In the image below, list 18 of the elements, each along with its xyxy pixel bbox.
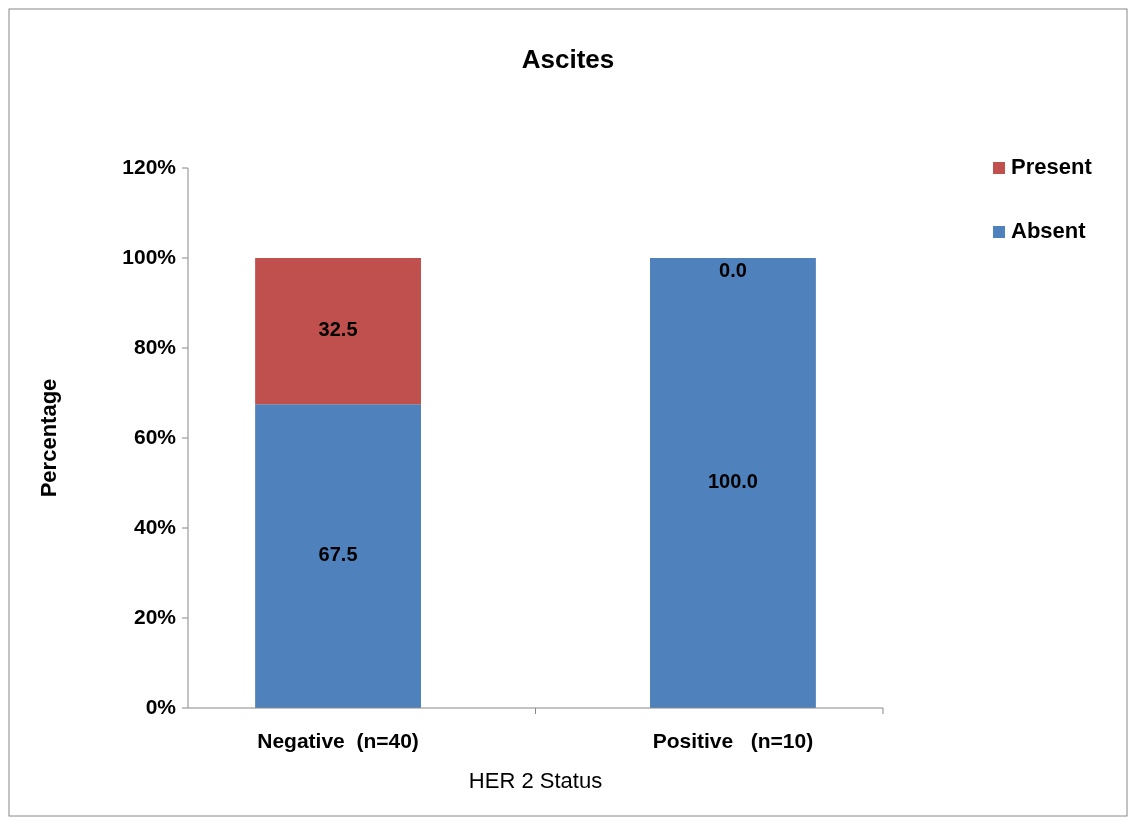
x-tick-label: Positive (n=10) xyxy=(652,729,814,752)
legend-label: Absent xyxy=(1011,217,1087,243)
y-tick-label: 120% xyxy=(122,154,177,178)
y-tick-label: 0% xyxy=(145,694,177,718)
data-label: 0.0 xyxy=(719,259,747,282)
x-tick-label: Negative (n=40) xyxy=(257,729,419,752)
x-axis-title: HER 2 Status xyxy=(468,768,603,793)
y-tick-label: 100% xyxy=(122,244,177,268)
data-label: 100.0 xyxy=(707,470,758,493)
chart-title: Ascites xyxy=(521,44,615,74)
y-tick-label: 60% xyxy=(133,424,177,448)
y-tick-label: 40% xyxy=(133,514,177,538)
data-label: 67.5 xyxy=(318,543,358,566)
y-tick-label: 20% xyxy=(133,604,177,628)
y-tick-label: 80% xyxy=(133,334,177,358)
legend-label: Present xyxy=(1011,153,1093,179)
y-axis-title: Percentage xyxy=(36,378,61,498)
data-label: 32.5 xyxy=(318,318,358,341)
